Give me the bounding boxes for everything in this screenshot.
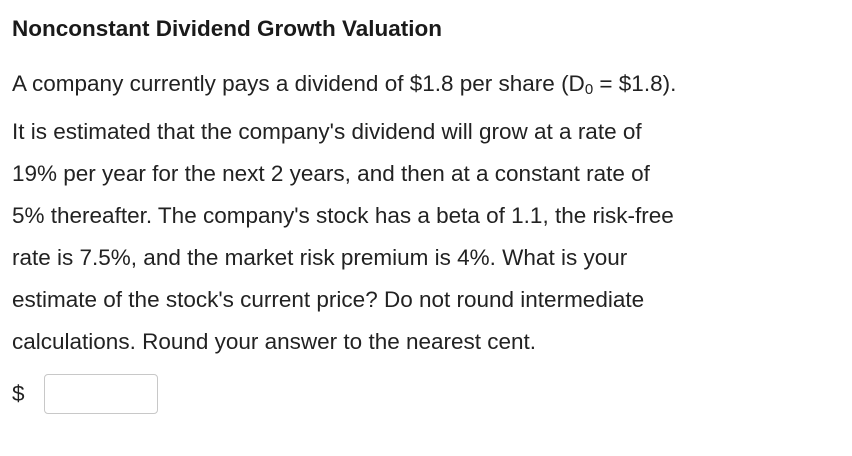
question-line-4: 5% thereafter. The company's stock has a… (12, 203, 674, 228)
answer-row: $ (12, 372, 158, 416)
question-line-1: A company currently pays a dividend of $… (12, 71, 677, 98)
question-line-5: rate is 7.5%, and the market risk premiu… (12, 245, 628, 270)
question-line-2: It is estimated that the company's divid… (12, 119, 642, 144)
question-text: A company currently pays a dividend of $… (12, 63, 842, 363)
question-line-6: estimate of the stock's current price? D… (12, 287, 645, 312)
currency-symbol: $ (12, 381, 25, 406)
answer-input[interactable] (44, 374, 158, 414)
subscript-zero: 0 (584, 81, 594, 98)
page-title: Nonconstant Dividend Growth Valuation (12, 16, 443, 41)
question-line-3: 19% per year for the next 2 years, and t… (12, 161, 650, 186)
question-line-7: calculations. Round your answer to the n… (12, 329, 537, 354)
